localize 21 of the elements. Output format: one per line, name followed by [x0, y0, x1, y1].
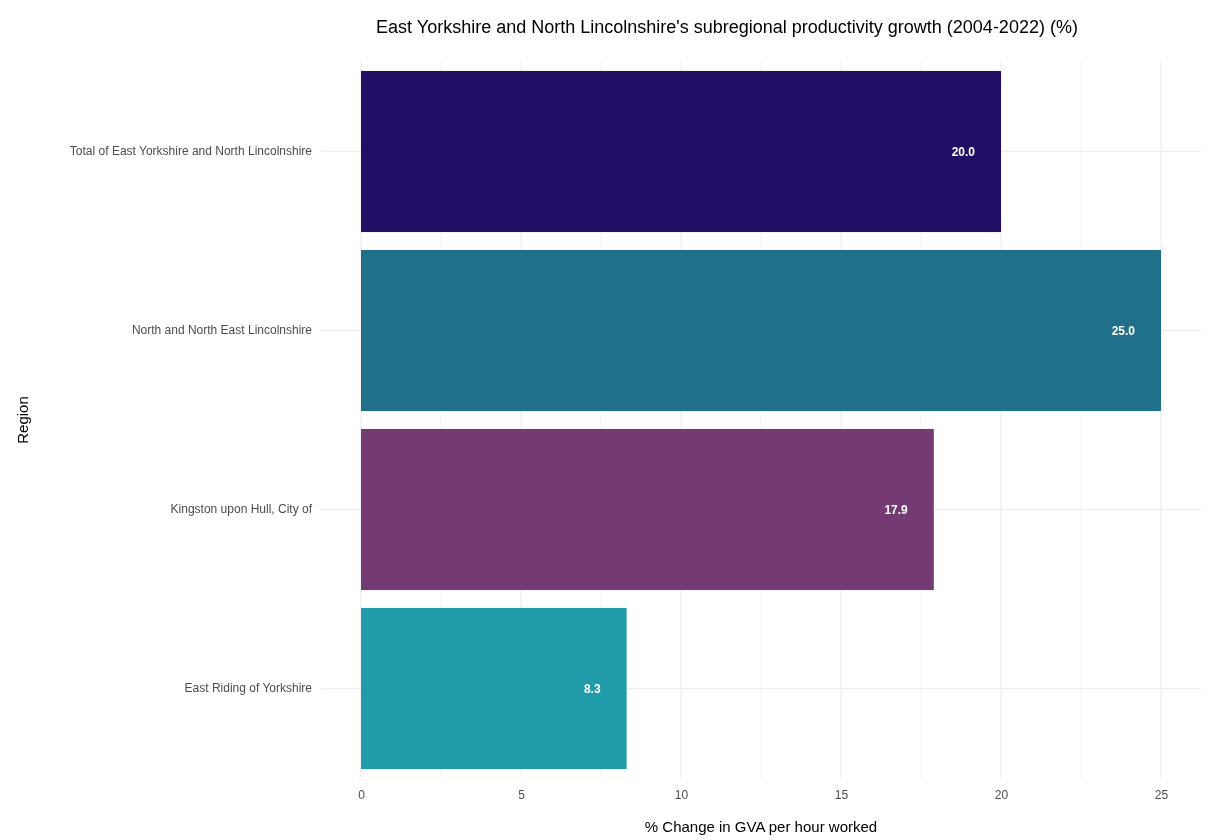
bar — [361, 428, 934, 591]
data-label: 25.0 — [1111, 323, 1136, 338]
y-tick-label: East Riding of Yorkshire — [184, 681, 313, 696]
x-tick-label: 25 — [1154, 787, 1169, 802]
y-axis-title: Region — [14, 396, 31, 444]
bar — [361, 249, 1161, 412]
bar — [361, 70, 1001, 233]
y-tick-label: Kingston upon Hull, City of — [170, 502, 313, 517]
chart-title: East Yorkshire and North Lincolnshire's subregional productivity growth (2004-2022) (%) — [376, 17, 1078, 37]
x-axis-title: % Change in GVA per hour worked — [644, 818, 878, 835]
data-label: 17.9 — [884, 502, 909, 517]
x-tick-label: 15 — [834, 787, 849, 802]
y-tick-label: Total of East Yorkshire and North Lincolnshire — [69, 144, 313, 159]
data-label: 20.0 — [951, 144, 976, 159]
x-tick-label: 0 — [358, 787, 366, 802]
x-tick-label: 5 — [518, 787, 526, 802]
y-tick-label: North and North East Lincolnshire — [131, 323, 313, 338]
x-tick-label: 10 — [674, 787, 689, 802]
data-label: 8.3 — [583, 681, 601, 696]
x-tick-label: 20 — [994, 787, 1009, 802]
bar — [361, 607, 627, 770]
